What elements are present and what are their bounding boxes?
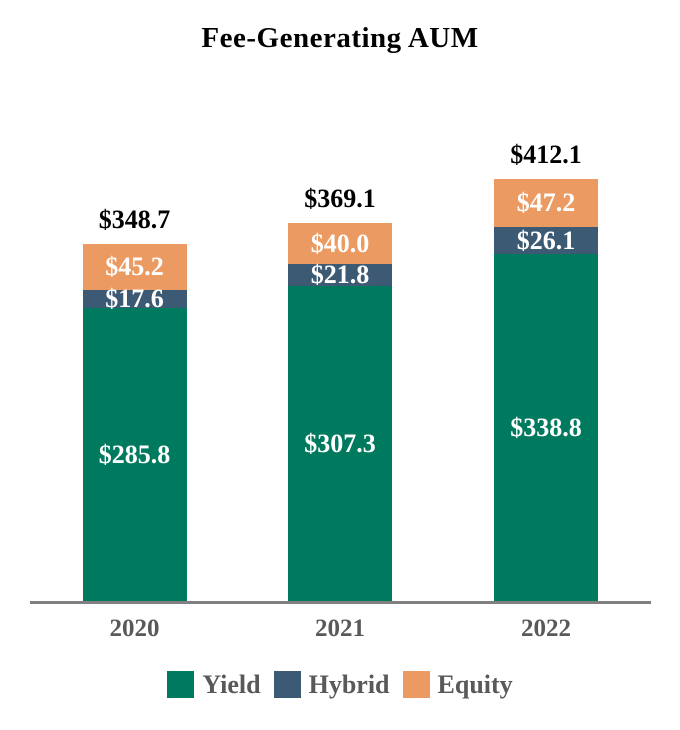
chart-title: Fee-Generating AUM [201, 22, 479, 54]
legend-label-yield: Yield [202, 669, 261, 699]
legend-item-equity: Equity [402, 669, 513, 699]
segment-equity-2021: $40.0 [288, 223, 392, 265]
segment-hybrid-2021: $21.8 [288, 260, 392, 290]
legend-swatch-hybrid-icon [273, 671, 301, 698]
x-tick-label-2021: 2021 [315, 615, 365, 642]
bar-2021: $40.0 $21.8 $307.3 [288, 223, 392, 601]
segment-value-label: $338.8 [510, 412, 582, 442]
segment-yield-2020: $285.8 [82, 308, 187, 601]
segment-value-label: $285.8 [98, 439, 171, 469]
x-axis-line [30, 601, 651, 604]
segment-equity-2022: $47.2 [494, 179, 598, 228]
segment-value-label: $21.8 [310, 260, 370, 290]
total-label-2022: $412.1 [510, 140, 582, 170]
legend-item-hybrid: Hybrid [273, 669, 390, 699]
bar-2020: $45.2 $17.6 $285.8 [82, 244, 187, 601]
segment-hybrid-2020: $17.6 [82, 286, 187, 312]
segment-value-label: $45.2 [105, 252, 164, 282]
total-label-2020: $348.7 [98, 205, 171, 235]
legend-swatch-equity-icon [402, 671, 430, 698]
legend-label-hybrid: Hybrid [308, 669, 390, 699]
segment-equity-2020: $45.2 [82, 244, 187, 291]
segment-yield-2022: $338.8 [494, 254, 598, 601]
segment-value-label: $307.3 [304, 428, 376, 458]
total-label-2021: $369.1 [304, 184, 376, 214]
x-tick-label-2020: 2020 [109, 615, 160, 642]
bar-2022: $47.2 $26.1 $338.8 [494, 179, 598, 601]
segment-value-label: $17.6 [105, 284, 164, 314]
legend: Yield Hybrid Equity [0, 671, 680, 698]
legend-item-yield: Yield [167, 669, 261, 699]
legend-label-equity: Equity [437, 669, 513, 699]
segment-yield-2021: $307.3 [288, 286, 392, 601]
segment-value-label: $40.0 [310, 228, 370, 258]
x-tick-label-2022: 2022 [521, 615, 571, 642]
segment-value-label: $26.1 [516, 225, 576, 255]
segment-value-label: $47.2 [516, 188, 576, 218]
legend-swatch-yield-icon [167, 671, 195, 698]
segment-hybrid-2022: $26.1 [494, 225, 598, 255]
